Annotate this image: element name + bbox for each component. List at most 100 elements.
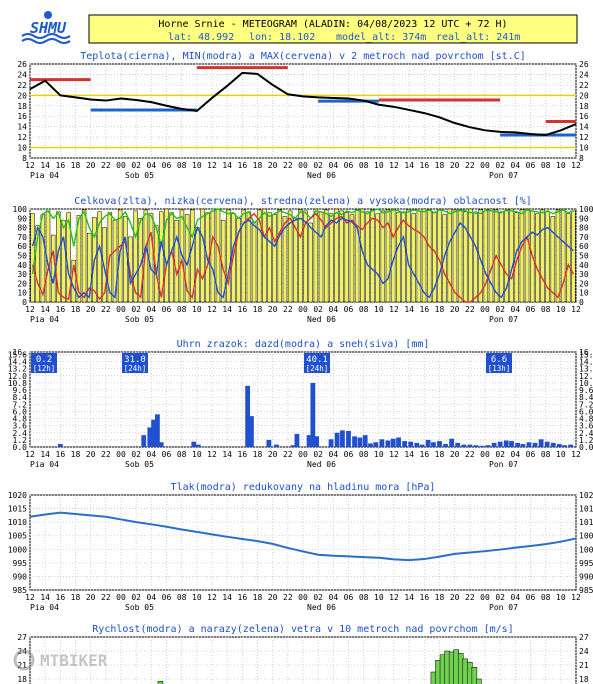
y-tick-label-left: 20 [17, 91, 27, 100]
x-tick-label: 16 [420, 593, 430, 602]
x-tick-label: 20 [86, 450, 96, 459]
total-cloud-bar [314, 209, 318, 302]
panel-1: Celkova(zlta), nizka(cervena), stredna(z… [13, 196, 593, 324]
x-tick-label: 22 [283, 450, 293, 459]
x-tick-label: 16 [238, 161, 248, 170]
total-cloud-bar [422, 209, 426, 302]
x-tick-label: 14 [222, 450, 232, 459]
total-cloud-bar [468, 209, 472, 302]
x-tick-label: 14 [404, 450, 414, 459]
x-tick-label: 04 [329, 161, 339, 170]
x-day-label: Ned 06 [307, 460, 336, 469]
total-cloud-bar [31, 214, 35, 302]
x-tick-label: 08 [177, 593, 187, 602]
x-tick-label: 16 [56, 450, 66, 459]
x-tick-label: 04 [511, 305, 521, 314]
precip-bar [373, 442, 378, 447]
x-tick-label: 02 [131, 161, 141, 170]
x-tick-label: 22 [101, 161, 111, 170]
x-tick-label: 18 [71, 450, 81, 459]
y-tick-label-left: 50 [17, 252, 27, 261]
total-cloud-bar [123, 216, 127, 302]
total-cloud-bar [463, 212, 467, 302]
precip-bar [480, 446, 485, 447]
total-cloud-bar [273, 215, 277, 302]
y-tick-label-left: 26 [17, 60, 27, 69]
x-tick-label: 16 [56, 161, 66, 170]
y-tick-label-left: 80 [17, 224, 27, 233]
total-cloud-bar [350, 215, 354, 302]
x-tick-label: 16 [56, 305, 66, 314]
x-day-label: Pon 07 [489, 460, 518, 469]
precip-bar [539, 439, 544, 447]
x-day-label: Pia 04 [30, 315, 59, 324]
y-tick-label-right: 995 [579, 559, 593, 568]
x-tick-label: 00 [298, 593, 308, 602]
x-tick-label: 10 [556, 305, 566, 314]
x-tick-label: 22 [101, 450, 111, 459]
total-cloud-bar [329, 214, 333, 302]
precip-bar [455, 443, 460, 447]
y-tick-label-left: 1020 [8, 491, 27, 500]
x-tick-label: 20 [86, 161, 96, 170]
x-tick-label: 06 [162, 593, 172, 602]
x-tick-label: 20 [268, 593, 278, 602]
y-tick-label-right: 10 [579, 289, 589, 298]
precip-bar [314, 436, 319, 447]
x-tick-label: 02 [495, 593, 505, 602]
total-cloud-bar [412, 214, 416, 302]
precip-bar [141, 435, 146, 447]
y-tick-label-right: 1000 [579, 545, 593, 554]
precip-bar [352, 436, 357, 447]
precip-bar [527, 442, 532, 447]
x-tick-label: 18 [71, 161, 81, 170]
x-tick-label: 04 [329, 593, 339, 602]
panel-title: Uhrn zrazok: dazd(modra) a sneh(siva) [m… [177, 339, 430, 350]
x-tick-label: 10 [374, 593, 384, 602]
total-cloud-bar [278, 210, 282, 302]
x-tick-label: 16 [420, 161, 430, 170]
precip-bar [340, 430, 345, 447]
precip-bar [402, 441, 407, 447]
y-tick-label-left: 995 [13, 559, 28, 568]
x-tick-label: 12 [571, 161, 581, 170]
x-tick-label: 10 [192, 161, 202, 170]
precip-total-period: [24h] [306, 364, 329, 373]
x-tick-label: 18 [71, 593, 81, 602]
x-tick-label: 08 [541, 593, 551, 602]
total-cloud-bar [525, 209, 529, 302]
y-tick-label-left: 16. [13, 348, 27, 357]
x-tick-label: 10 [374, 305, 384, 314]
precip-bar [437, 441, 442, 447]
precip-bar [58, 444, 63, 447]
precip-bar [386, 440, 391, 447]
x-tick-label: 00 [298, 305, 308, 314]
x-tick-label: 02 [495, 450, 505, 459]
precip-bar [391, 439, 396, 447]
page-title: Horne Srnie - METEOGRAM (ALADIN: 04/08/2… [158, 19, 507, 30]
y-tick-label-right: 80 [579, 224, 589, 233]
y-tick-label-left: 1000 [8, 545, 27, 554]
y-tick-label-right: 10 [579, 144, 589, 153]
x-tick-label: 20 [450, 450, 460, 459]
total-cloud-bar [484, 211, 488, 302]
x-tick-label: 08 [177, 450, 187, 459]
precip-total-period: [13h] [488, 364, 511, 373]
total-cloud-bar [252, 222, 256, 302]
panel-2: Uhrn zrazok: dazd(modra) a sneh(siva) [m… [8, 339, 593, 469]
x-tick-label: 02 [495, 161, 505, 170]
total-cloud-bar [195, 228, 199, 302]
total-cloud-bar [201, 209, 205, 302]
total-cloud-bar [376, 214, 380, 302]
precip-bar [295, 434, 300, 447]
precip-bar [509, 441, 514, 447]
y-tick-label-left: 18 [17, 102, 27, 111]
total-cloud-bar [309, 223, 313, 302]
precip-bar [196, 445, 201, 447]
x-day-label: Ned 06 [307, 603, 336, 612]
precip-bar [461, 445, 466, 447]
x-tick-label: 12 [25, 305, 35, 314]
x-day-label: Sob 05 [125, 171, 154, 180]
total-cloud-bar [520, 210, 524, 302]
x-tick-label: 18 [253, 161, 263, 170]
